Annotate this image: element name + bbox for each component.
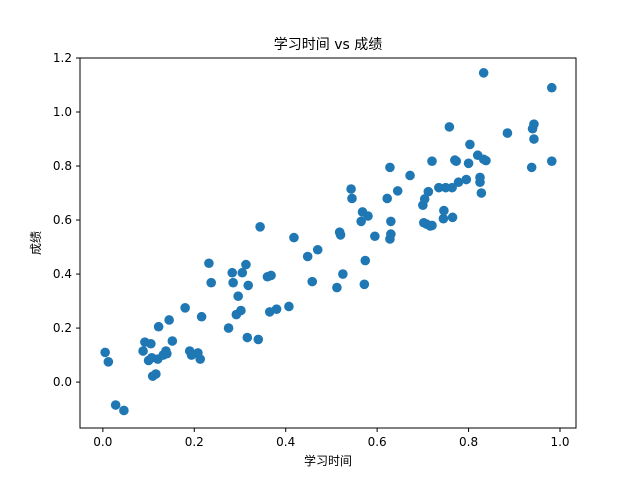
scatter-point <box>392 186 403 196</box>
scatter-point <box>119 405 129 416</box>
scatter-point <box>386 216 396 227</box>
scatter-point <box>307 276 318 287</box>
scatter-point <box>162 348 172 359</box>
scatter-point <box>451 156 462 166</box>
scatter-point <box>370 231 380 242</box>
scatter-point <box>332 282 342 293</box>
scatter-point <box>346 184 356 194</box>
scatter-point <box>204 258 214 269</box>
scatter-point <box>284 301 294 312</box>
scatter-point <box>167 336 178 346</box>
y-tick-label: 0.4 <box>53 267 72 281</box>
scatter-point <box>478 68 489 78</box>
scatter-point <box>438 213 449 224</box>
data-points <box>100 68 557 416</box>
scatter-point <box>447 212 458 223</box>
scatter-point <box>359 279 370 290</box>
scatter-point <box>241 259 251 270</box>
scatter-point <box>335 230 346 240</box>
scatter-point <box>529 119 539 129</box>
scatter-point <box>255 222 265 232</box>
scatter-point <box>138 346 148 356</box>
scatter-point <box>223 323 234 333</box>
x-tick-label: 0.2 <box>185 435 204 449</box>
scatter-point <box>195 354 206 364</box>
scatter-point <box>465 139 475 150</box>
x-tick-label: 1.0 <box>550 435 569 449</box>
scatter-point <box>447 182 457 193</box>
y-tick-label: 0.8 <box>53 159 72 173</box>
x-tick-label: 0.4 <box>276 435 295 449</box>
y-axis-label: 成绩 <box>29 231 43 255</box>
scatter-point <box>271 304 282 314</box>
scatter-point <box>360 255 371 266</box>
scatter-point <box>206 277 216 288</box>
scatter-point <box>526 162 537 173</box>
scatter-point <box>461 174 472 185</box>
scatter-point <box>289 232 299 243</box>
scatter-point <box>233 291 243 302</box>
scatter-point <box>227 267 238 278</box>
y-tick-label: 0.2 <box>53 321 72 335</box>
scatter-point <box>312 244 323 255</box>
scatter-point <box>434 182 444 193</box>
scatter-point <box>546 156 557 166</box>
scatter-point <box>444 122 455 132</box>
x-tick-label: 0.8 <box>459 435 478 449</box>
scatter-point <box>228 277 238 288</box>
y-tick-label: 1.0 <box>53 105 72 119</box>
chart-title: 学习时间 vs 成绩 <box>274 37 382 53</box>
x-axis-label: 学习时间 <box>304 453 352 468</box>
scatter-point <box>502 128 513 138</box>
scatter-point <box>164 315 174 325</box>
scatter-point <box>419 194 430 204</box>
scatter-point <box>151 369 161 379</box>
scatter-point <box>363 211 373 221</box>
scatter-point <box>386 229 396 239</box>
scatter-point <box>347 193 357 204</box>
scatter-point <box>385 162 395 173</box>
scatter-point <box>356 216 366 227</box>
scatter-point <box>427 156 437 166</box>
scatter-point <box>427 220 437 231</box>
scatter-point <box>253 334 264 345</box>
scatter-point <box>100 347 110 358</box>
scatter-point <box>146 338 156 349</box>
scatter-point <box>302 251 313 262</box>
scatter-point <box>266 270 276 281</box>
scatter-point <box>423 186 434 197</box>
scatter-point <box>476 188 487 198</box>
scatter-point <box>405 170 415 181</box>
plot-frame <box>79 57 577 429</box>
scatter-point <box>103 357 114 367</box>
scatter-point <box>196 311 207 322</box>
scatter-point <box>463 158 474 169</box>
scatter-point <box>453 177 464 188</box>
scatter-point <box>338 269 348 279</box>
scatter-point <box>529 134 539 144</box>
scatter-point <box>242 332 253 343</box>
scatter-point <box>478 154 489 165</box>
x-tick-label: 0.0 <box>93 435 112 449</box>
scatter-point <box>153 321 164 332</box>
scatter-point <box>382 193 393 204</box>
scatter-point <box>236 305 246 316</box>
scatter-point <box>546 82 557 93</box>
scatter-point <box>243 280 254 291</box>
y-tick-label: 1.2 <box>53 51 72 65</box>
y-tick-label: 0.6 <box>53 213 72 227</box>
scatter-point <box>475 172 485 183</box>
axis-ticks: 0.0 0.2 0.4 0.6 0.8 1.0 0.0 0.2 0.4 0.6 0.8 1.0 1.2 <box>53 51 570 449</box>
scatter-point <box>237 267 248 278</box>
scatter-point <box>180 303 190 313</box>
x-tick-label: 0.6 <box>368 435 387 449</box>
scatter-point <box>439 205 449 216</box>
y-tick-label: 0.0 <box>53 375 72 389</box>
scatter-point <box>110 400 121 410</box>
